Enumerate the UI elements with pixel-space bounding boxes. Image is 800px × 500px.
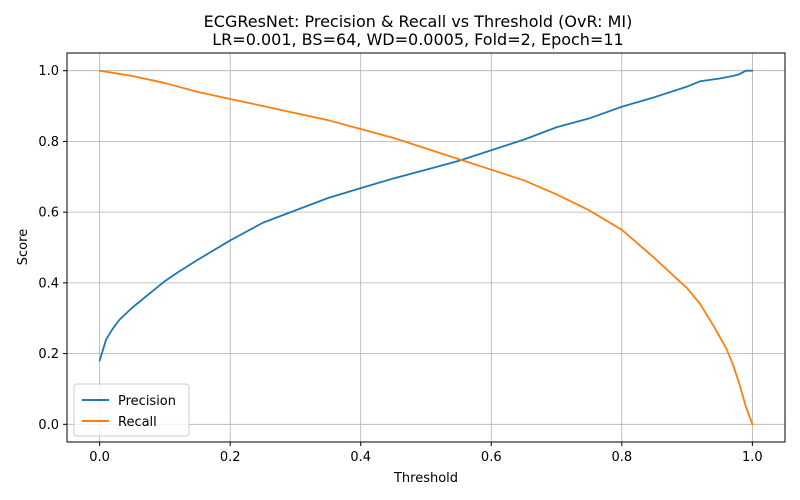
legend-label-precision: Precision <box>118 394 176 409</box>
y-tick-label: 0.2 <box>38 347 59 362</box>
legend-label-recall: Recall <box>118 415 157 430</box>
y-tick-label: 0.6 <box>38 206 59 221</box>
y-tick-label: 0.0 <box>38 418 59 433</box>
legend: Precision Recall <box>73 383 190 437</box>
y-tick-label: 0.4 <box>38 276 59 291</box>
x-tick-label: 0.6 <box>481 450 502 465</box>
x-tick-label: 0.4 <box>350 450 371 465</box>
series-line-precision <box>98 69 754 362</box>
x-tick-label: 0.8 <box>611 450 632 465</box>
y-axis-ticks: 0.0 0.2 0.4 0.6 0.8 1.0 <box>38 64 67 433</box>
series-lines <box>98 69 754 426</box>
x-axis-ticks: 0.0 0.2 0.4 0.6 0.8 1.0 <box>89 442 763 465</box>
y-tick-label: 0.8 <box>38 135 59 150</box>
chart-subtitle: LR=0.001, BS=64, WD=0.0005, Fold=2, Epoc… <box>212 30 623 49</box>
chart-title: ECGResNet: Precision & Recall vs Thresho… <box>204 12 633 31</box>
x-tick-label: 1.0 <box>742 450 763 465</box>
x-tick-label: 0.0 <box>89 450 110 465</box>
x-axis-label: Threshold <box>393 471 458 486</box>
y-tick-label: 1.0 <box>38 64 59 79</box>
plot-area-frame <box>66 52 786 443</box>
x-tick-label: 0.2 <box>220 450 241 465</box>
legend-box <box>73 383 190 437</box>
y-axis-label: Score <box>16 229 31 265</box>
series-line-recall <box>98 69 754 426</box>
